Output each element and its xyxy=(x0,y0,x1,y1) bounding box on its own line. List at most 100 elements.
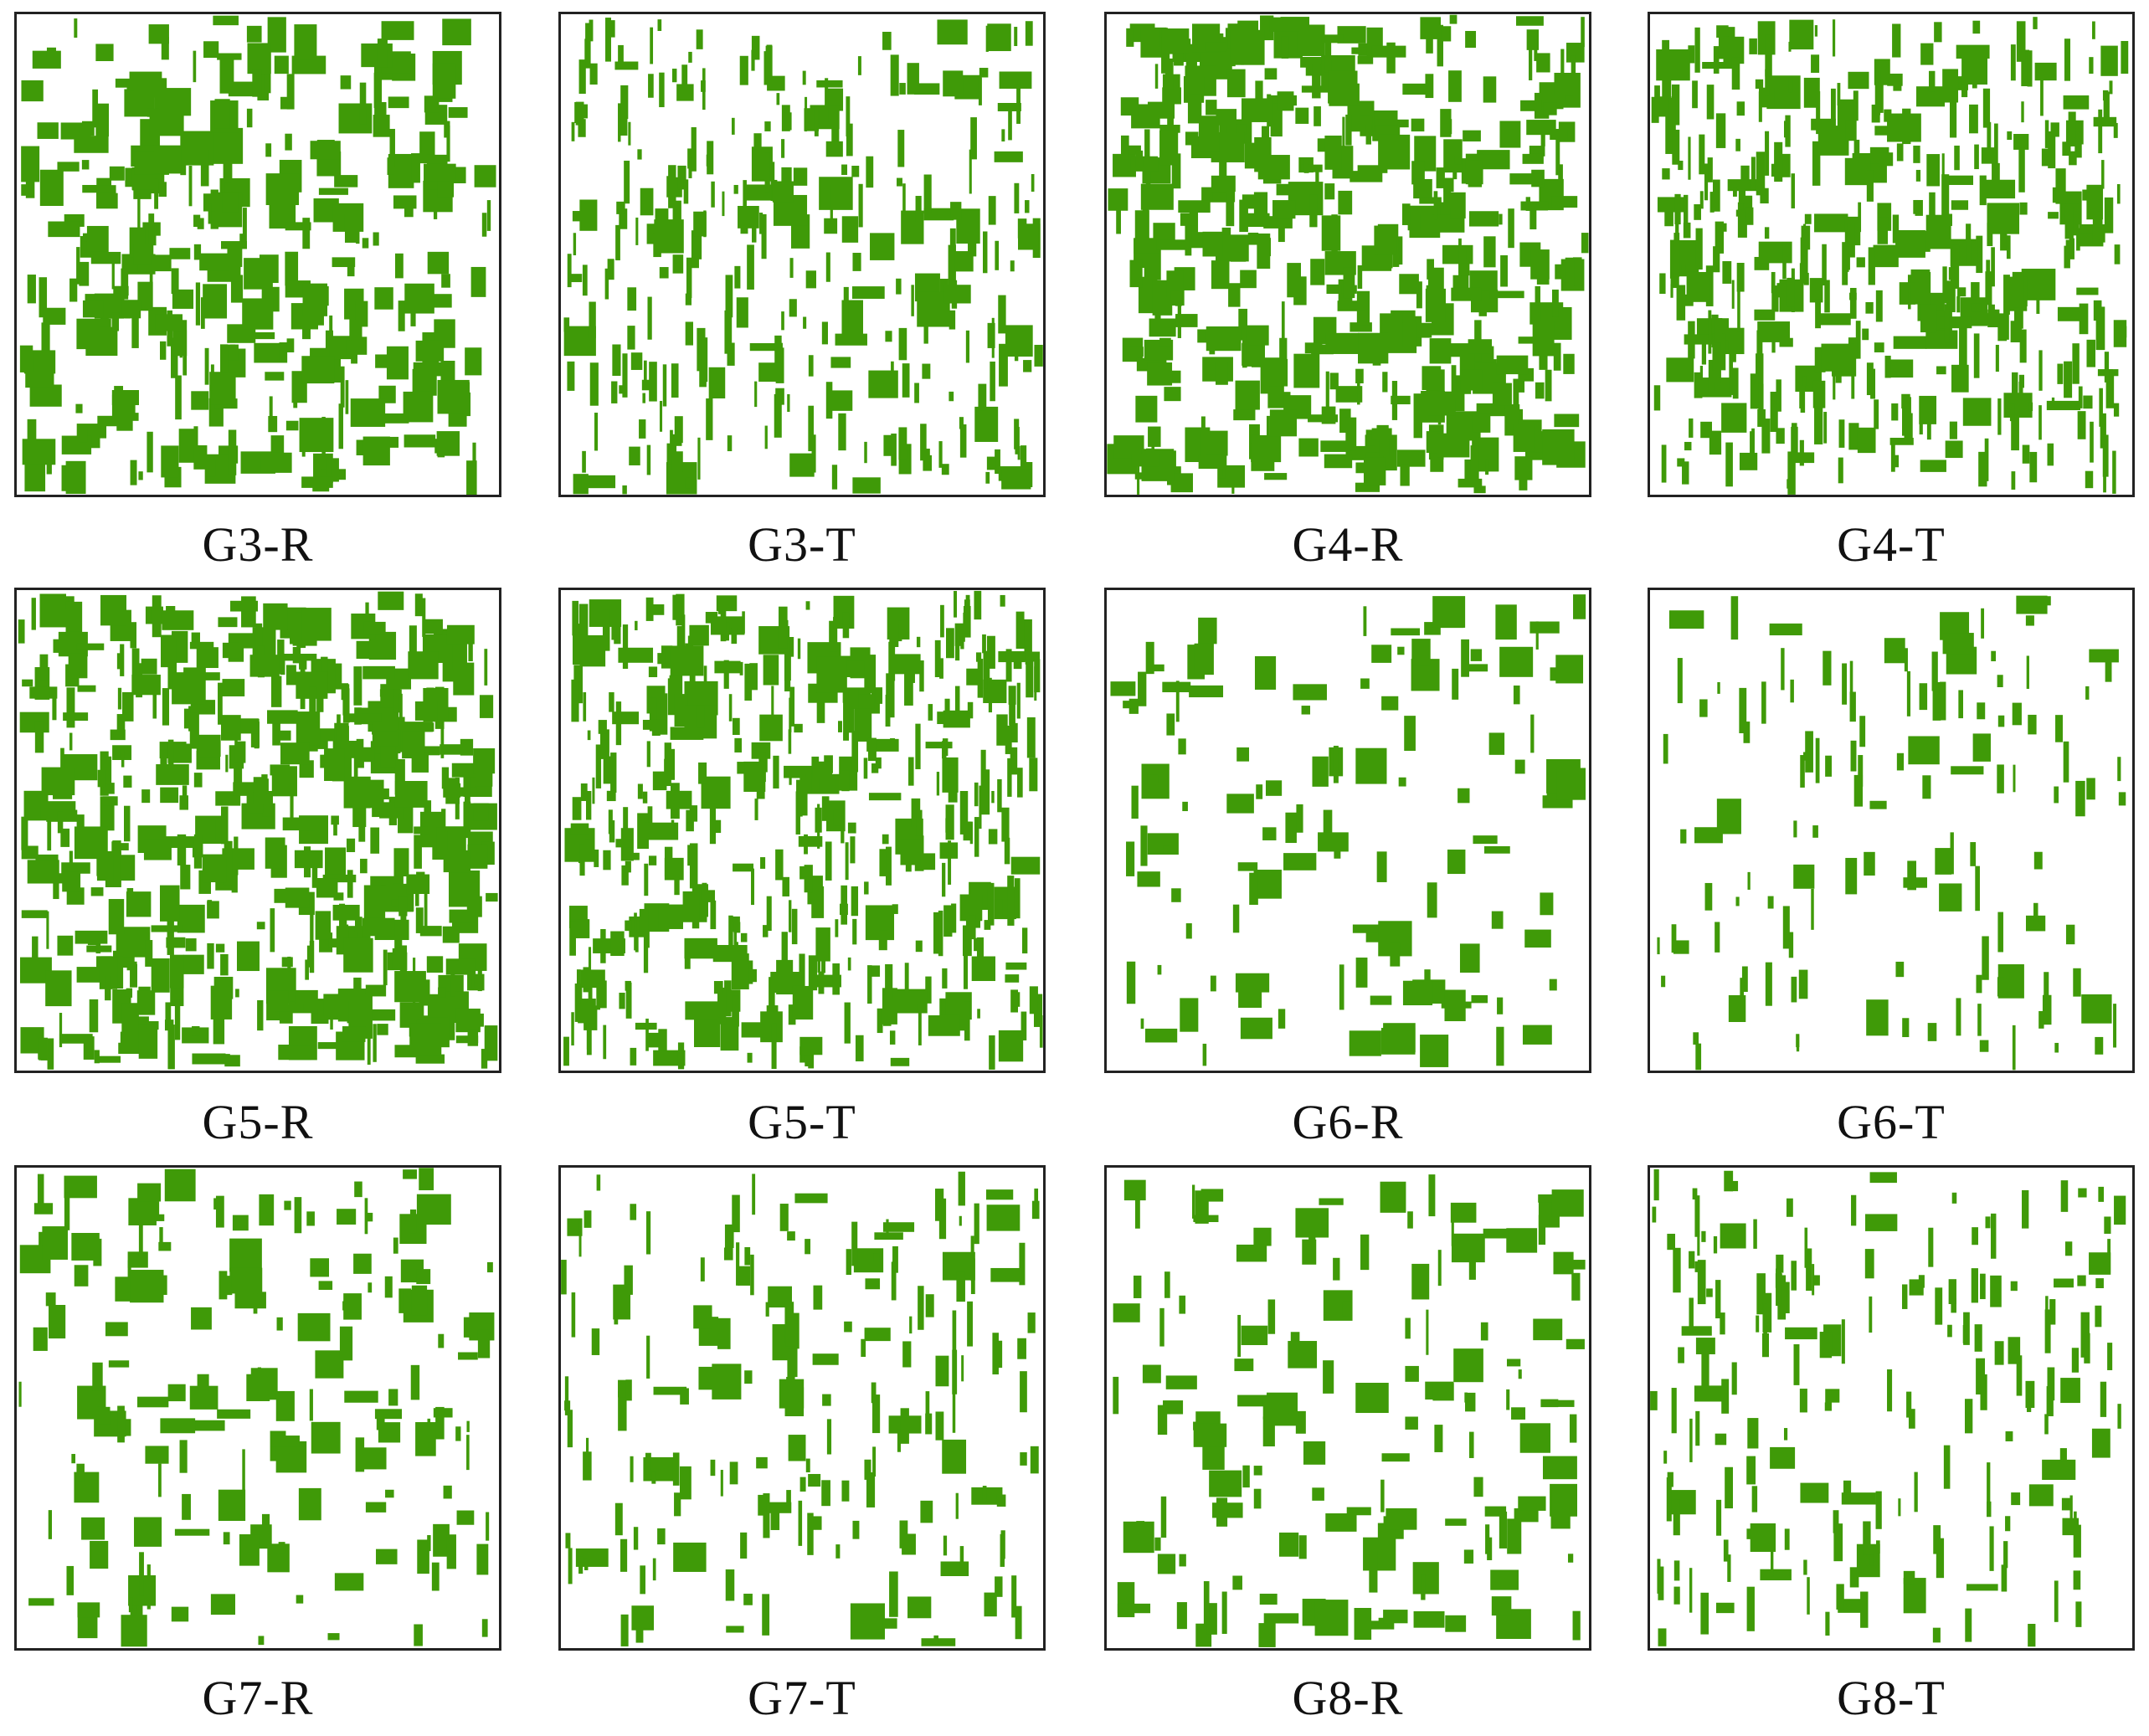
vegetation-patch xyxy=(27,275,36,304)
vegetation-patch xyxy=(446,1534,456,1569)
vegetation-patch xyxy=(1825,1611,1830,1636)
vegetation-patch xyxy=(1661,975,1666,988)
vegetation-patch xyxy=(343,1293,362,1320)
vegetation-patch xyxy=(1769,623,1802,636)
vegetation-patch xyxy=(653,1050,686,1066)
vegetation-patch xyxy=(642,791,648,804)
vegetation-patch xyxy=(66,1565,75,1595)
vegetation-patch xyxy=(1737,288,1740,332)
vegetation-patch xyxy=(1942,69,1959,103)
vegetation-patch xyxy=(1148,426,1161,447)
vegetation-patch xyxy=(1796,1035,1800,1052)
vegetation-patch xyxy=(1915,199,1923,216)
vegetation-patch xyxy=(1791,1261,1797,1291)
vegetation-patch xyxy=(161,634,177,668)
vegetation-patch xyxy=(1758,241,1792,264)
vegetation-patch xyxy=(436,827,445,858)
vegetation-patch xyxy=(2054,1278,2074,1288)
vegetation-patch xyxy=(1756,152,1766,196)
map-panel-g8-r xyxy=(1104,1165,1591,1651)
vegetation-patch xyxy=(900,839,921,865)
vegetation-patch xyxy=(341,726,349,742)
vegetation-patch xyxy=(21,845,39,860)
vegetation-patch xyxy=(33,1327,48,1351)
vegetation-patch xyxy=(1800,1482,1829,1503)
vegetation-patch xyxy=(2008,1337,2021,1364)
vegetation-patch xyxy=(996,714,1008,746)
vegetation-patch xyxy=(460,738,474,756)
vegetation-patch xyxy=(1688,321,1695,359)
vegetation-patch xyxy=(641,379,650,391)
vegetation-patch xyxy=(2033,902,2038,922)
vegetation-patch xyxy=(971,956,995,982)
vegetation-patch xyxy=(141,789,151,804)
vegetation-patch xyxy=(844,1321,852,1333)
vegetation-patch xyxy=(1843,246,1849,272)
vegetation-patch xyxy=(253,777,267,805)
vegetation-patch xyxy=(1210,975,1216,992)
vegetation-patch xyxy=(1452,275,1469,291)
vegetation-patch xyxy=(1787,277,1795,307)
vegetation-patch xyxy=(1491,911,1504,929)
vegetation-patch xyxy=(598,720,607,734)
vegetation-patch xyxy=(1694,1195,1700,1237)
vegetation-patch xyxy=(2047,443,2054,466)
vegetation-patch xyxy=(1838,457,1843,484)
vegetation-patch xyxy=(486,200,491,231)
vegetation-patch xyxy=(671,819,675,836)
vegetation-patch xyxy=(1779,337,1793,347)
vegetation-patch xyxy=(1770,1446,1796,1469)
vegetation-patch xyxy=(971,1487,1003,1505)
vegetation-patch xyxy=(789,258,794,278)
vegetation-patch xyxy=(74,826,108,860)
vegetation-patch xyxy=(1756,330,1763,355)
vegetation-patch xyxy=(1791,173,1795,208)
vegetation-patch xyxy=(640,187,654,216)
vegetation-patch xyxy=(1179,1554,1186,1567)
vegetation-patch xyxy=(1902,397,1911,436)
vegetation-patch xyxy=(987,322,995,348)
vegetation-patch xyxy=(1784,1528,1790,1550)
vegetation-patch xyxy=(891,1261,897,1301)
vegetation-patch xyxy=(938,910,943,957)
vegetation-patch xyxy=(404,283,434,314)
vegetation-patch xyxy=(39,593,66,628)
vegetation-patch xyxy=(773,755,779,789)
vegetation-patch xyxy=(724,980,732,1017)
vegetation-patch xyxy=(1496,1026,1504,1066)
vegetation-patch xyxy=(864,881,869,895)
vegetation-patch xyxy=(179,1440,188,1473)
vegetation-patch xyxy=(285,133,292,151)
vegetation-patch xyxy=(1303,157,1309,173)
vegetation-patch xyxy=(1755,79,1764,89)
vegetation-patch xyxy=(217,1409,251,1419)
vegetation-patch xyxy=(766,896,772,932)
vegetation-patch xyxy=(1473,1477,1483,1497)
vegetation-patch xyxy=(1927,1023,1937,1041)
vegetation-patch xyxy=(1240,1017,1272,1040)
vegetation-patch xyxy=(658,1029,667,1057)
vegetation-patch xyxy=(1875,290,1883,322)
vegetation-patch xyxy=(2028,1624,2036,1647)
vegetation-patch xyxy=(586,1020,589,1050)
vegetation-patch xyxy=(218,617,238,628)
vegetation-patch xyxy=(92,1362,103,1391)
vegetation-patch xyxy=(1962,398,1992,426)
vegetation-patch xyxy=(774,393,782,438)
vegetation-patch xyxy=(65,601,83,639)
vegetation-patch xyxy=(227,244,243,267)
vegetation-patch xyxy=(279,342,287,362)
vegetation-patch xyxy=(1692,1188,1698,1200)
vegetation-patch xyxy=(581,475,616,489)
vegetation-patch xyxy=(1974,144,1979,170)
vegetation-patch xyxy=(838,721,842,732)
vegetation-patch xyxy=(875,757,882,769)
vegetation-patch xyxy=(761,213,767,259)
vegetation-patch xyxy=(685,1001,718,1020)
vegetation-patch xyxy=(941,464,949,475)
vegetation-patch xyxy=(1868,247,1875,285)
vegetation-patch xyxy=(2028,402,2033,412)
vegetation-patch xyxy=(1695,1043,1702,1071)
vegetation-patch xyxy=(1401,203,1411,225)
vegetation-patch xyxy=(1771,285,1779,312)
